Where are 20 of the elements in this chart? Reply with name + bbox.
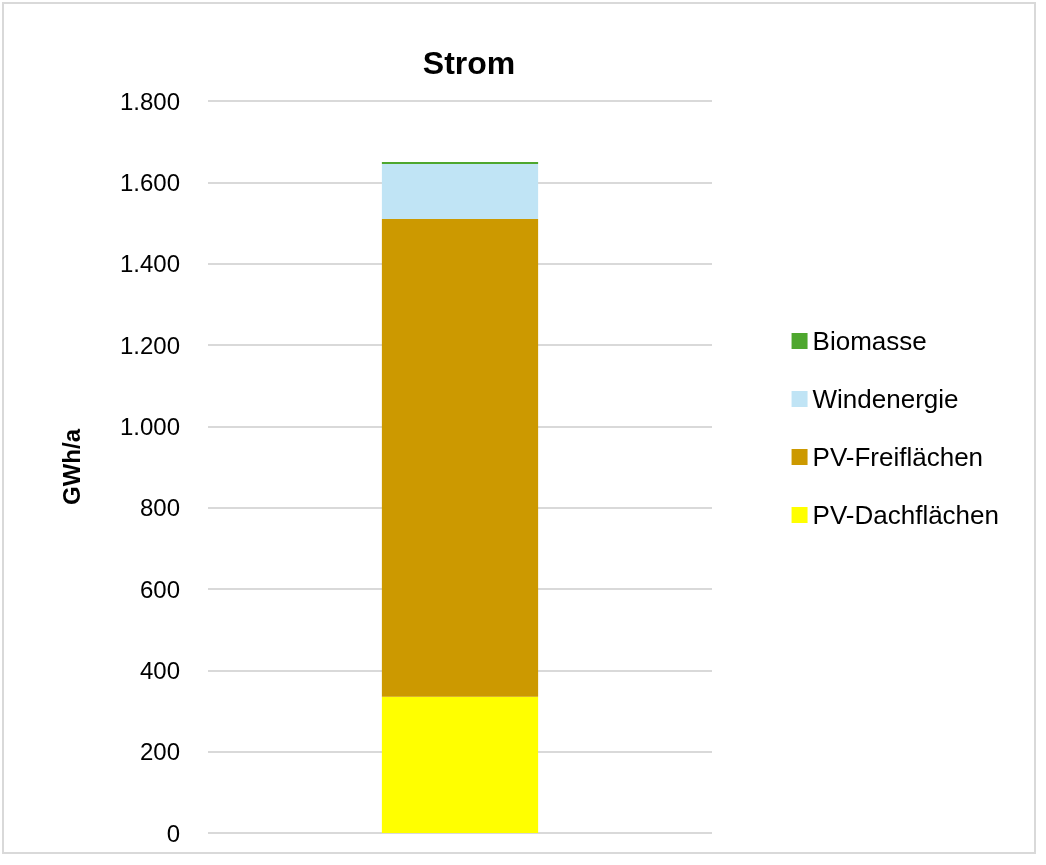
bar	[381, 696, 539, 833]
y-tick-label: 400	[139, 656, 180, 684]
y-tick-label: 800	[139, 494, 180, 522]
y-tick-label: 200	[139, 738, 180, 766]
bar	[381, 162, 539, 165]
y-tick-label: 1.800	[119, 87, 180, 115]
y-tick-label: 0	[166, 819, 180, 847]
legend-label: PV-Dachflächen	[812, 500, 1000, 530]
y-tick-label: 1.200	[119, 331, 180, 359]
y-tick-label: 600	[139, 575, 180, 603]
legend-label: PV-Freiflächen	[812, 442, 984, 472]
legend-label: Biomasse	[812, 326, 927, 356]
y-tick-label: 1.000	[119, 412, 180, 440]
y-tick-label: 1.400	[119, 250, 180, 278]
y-tick-label: 1.600	[119, 168, 180, 196]
bar	[381, 164, 539, 219]
chart-title: Strom	[422, 45, 516, 81]
y-axis-title: GWh/a	[57, 428, 85, 505]
legend-label: Windenergie	[812, 384, 959, 414]
bar	[381, 218, 539, 697]
